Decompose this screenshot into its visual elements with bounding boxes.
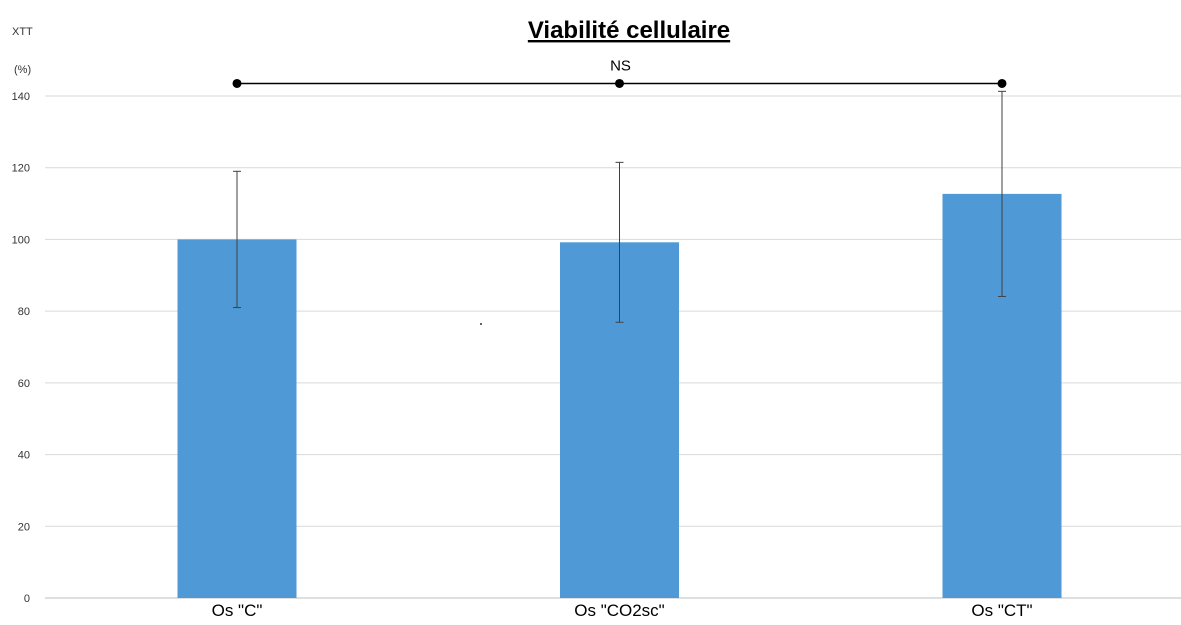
- error-bars: [233, 90, 1006, 323]
- y-tick-label: 20: [18, 521, 30, 533]
- y-tick-label: 140: [12, 91, 30, 103]
- category-label: Os "CO2sc": [574, 601, 664, 620]
- stray-dot: [480, 323, 482, 325]
- y-axis-label-line2: (%): [14, 64, 31, 76]
- category-label: Os "C": [212, 601, 263, 620]
- y-tick-label: 0: [24, 593, 30, 605]
- y-tick-label: 40: [18, 450, 30, 462]
- y-tick-label: 80: [18, 306, 30, 318]
- significance-bracket: NS: [232, 57, 1007, 88]
- y-tick-label: 120: [12, 163, 30, 175]
- y-axis-ticks: 0 20 40 60 80 100 120 140: [12, 91, 30, 605]
- bars: [177, 193, 1062, 598]
- category-label: Os "CT": [971, 601, 1032, 620]
- significance-marker: [997, 78, 1007, 88]
- chart-title: Viabilité cellulaire: [528, 17, 730, 44]
- significance-marker: [615, 78, 624, 88]
- y-axis-label-line1: XTT: [12, 26, 33, 38]
- significance-label: NS: [610, 57, 631, 74]
- significance-marker: [232, 78, 242, 88]
- x-axis-labels: Os "C" Os "CO2sc" Os "CT": [212, 601, 1033, 620]
- y-tick-label: 60: [18, 378, 30, 390]
- y-tick-label: 100: [12, 234, 30, 246]
